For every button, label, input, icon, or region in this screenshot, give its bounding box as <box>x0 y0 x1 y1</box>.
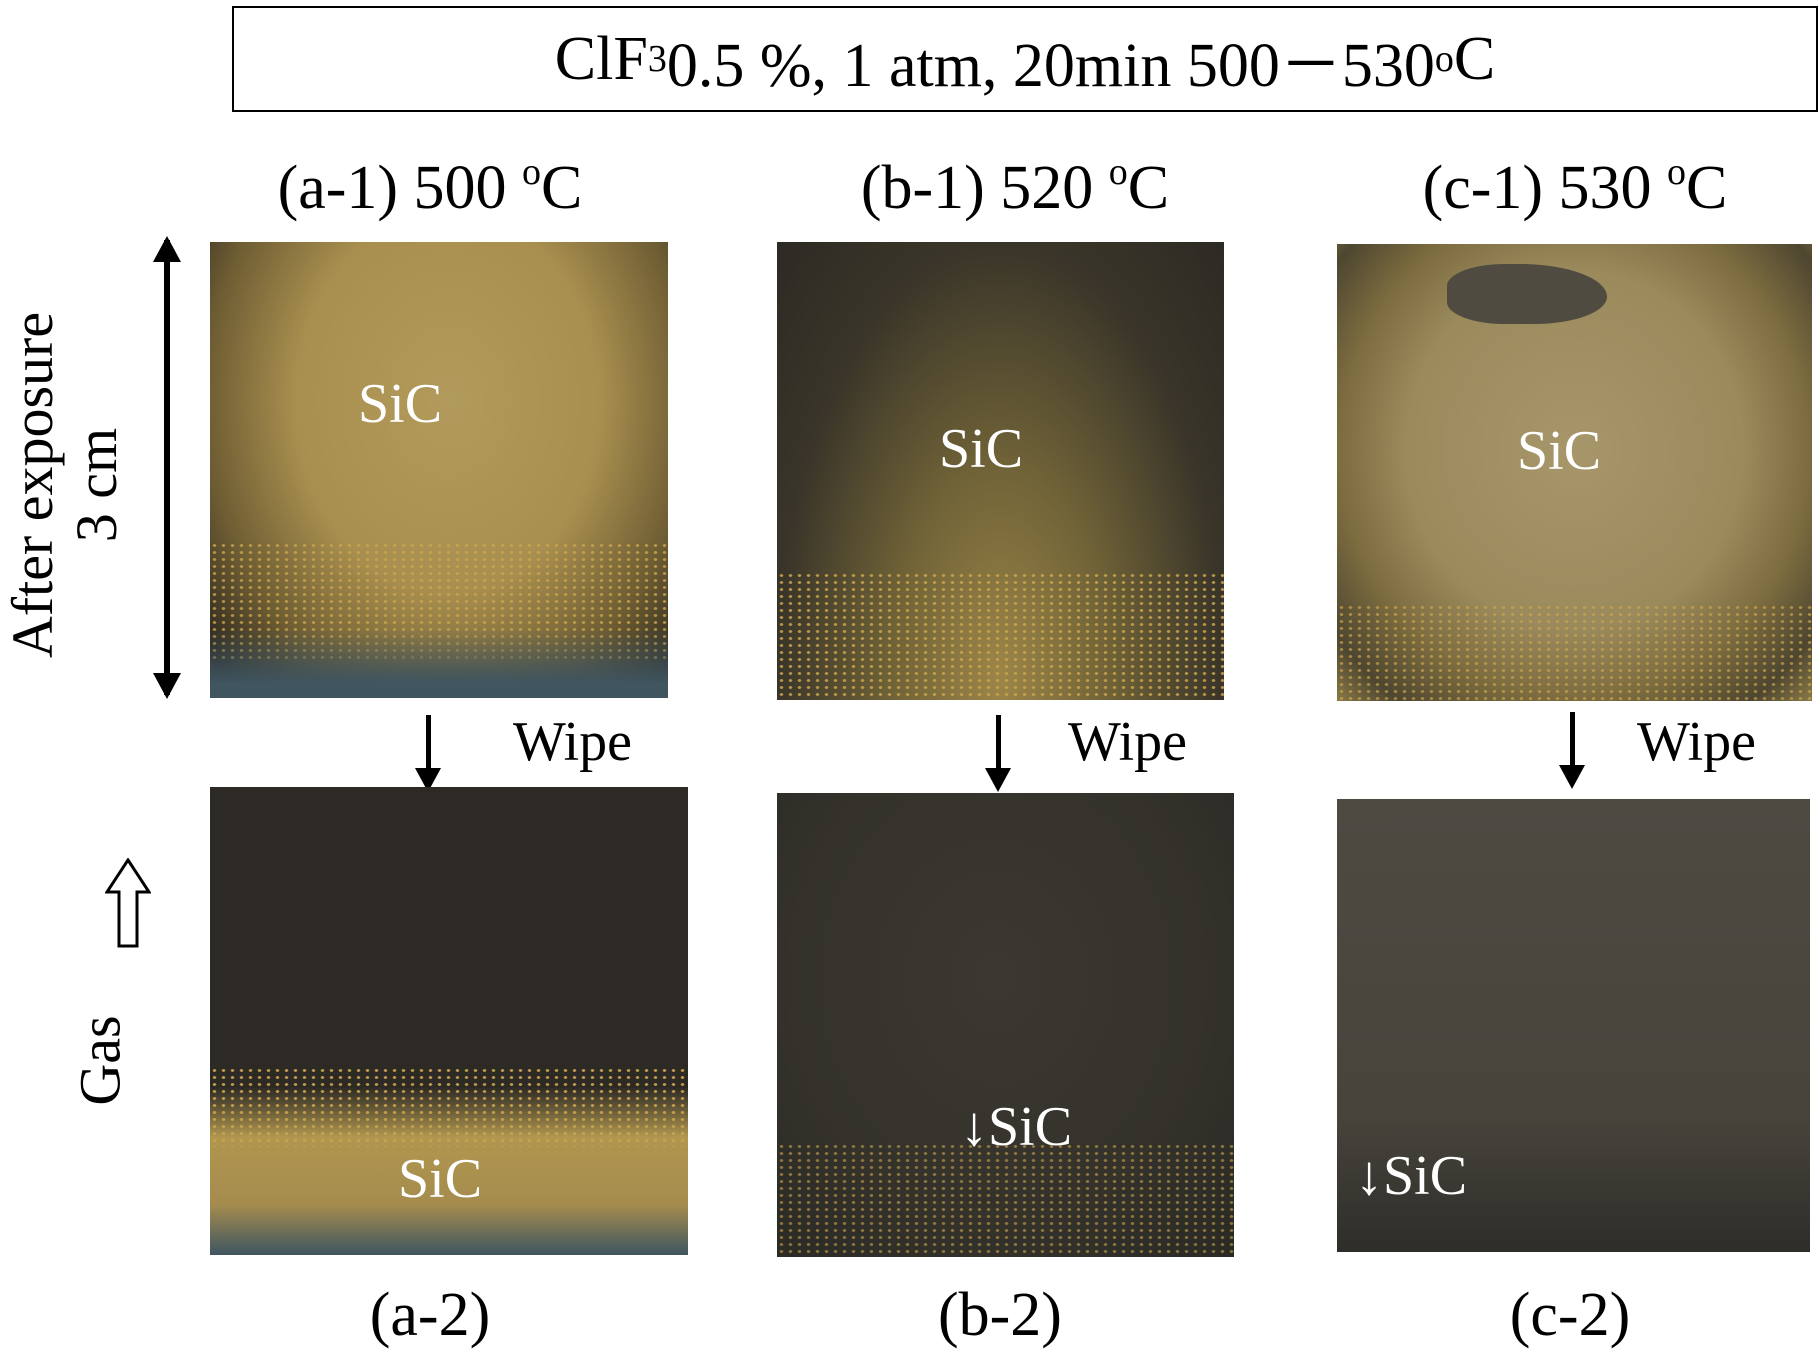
label-c1: (c-1) 530 oC <box>1375 150 1775 224</box>
title-unit: C <box>1453 24 1496 93</box>
gas-label: Gas <box>67 1014 133 1106</box>
label-a1-degree: o <box>522 151 542 193</box>
after-exposure-label: After exposure <box>0 311 65 659</box>
scale-bar-arrow <box>153 236 181 699</box>
label-a2: (a-2) <box>369 1281 491 1349</box>
sample-b2-photo: ↓SiC <box>777 793 1234 1257</box>
sample-b1-photo: SiC <box>777 242 1224 700</box>
label-a1-text: (a-1) 500 <box>277 154 523 222</box>
gas-flow-arrow-icon <box>105 858 151 948</box>
label-b2: (b-2) <box>938 1281 1062 1349</box>
label-b1-degree: o <box>1108 151 1128 193</box>
label-c2: (c-2) <box>1509 1281 1631 1349</box>
label-c1-text: (c-1) 530 <box>1422 154 1668 222</box>
label-b1-text: (b-1) 520 <box>860 154 1109 222</box>
sample-a2-photo: SiC <box>210 787 688 1255</box>
scale-label: 3 cm <box>64 427 129 543</box>
label-c1-degree: o <box>1667 151 1687 193</box>
sample-a1-photo: SiC <box>210 242 668 698</box>
sample-b2-sic-label: ↓SiC <box>960 1096 1073 1158</box>
wipe-label-c: Wipe <box>1637 711 1757 773</box>
label-b1-unit: C <box>1127 154 1170 222</box>
title-prefix: ClF <box>554 24 648 93</box>
label-a1: (a-1) 500 oC <box>230 150 630 224</box>
sample-c1-sic-label: SiC <box>1517 420 1602 482</box>
wipe-label-a: Wipe <box>513 711 633 773</box>
wipe-arrow-b-icon <box>985 715 1011 792</box>
wipe-arrow-a-icon <box>415 715 441 792</box>
wipe-arrow-c-icon <box>1559 712 1585 789</box>
label-c1-unit: C <box>1686 154 1728 222</box>
sample-c2-photo: ↓SiC <box>1337 799 1810 1252</box>
title-subscript: 3 <box>647 38 667 80</box>
label-a1-unit: C <box>541 154 583 222</box>
wipe-label-b: Wipe <box>1068 711 1188 773</box>
side-label-group: After exposure 3 cm <box>0 245 130 725</box>
label-b1: (b-1) 520 oC <box>815 150 1215 224</box>
title-degree: o <box>1434 38 1454 80</box>
sample-c1-photo: SiC <box>1337 244 1812 701</box>
sample-c2-sic-label: ↓SiC <box>1355 1145 1468 1207</box>
sample-a1-sic-label: SiC <box>358 373 443 435</box>
title-middle: 0.5 %, 1 atm, 20min 500－530 <box>666 32 1435 100</box>
sample-b1-sic-label: SiC <box>939 418 1024 480</box>
sample-a2-sic-label: SiC <box>398 1148 483 1210</box>
